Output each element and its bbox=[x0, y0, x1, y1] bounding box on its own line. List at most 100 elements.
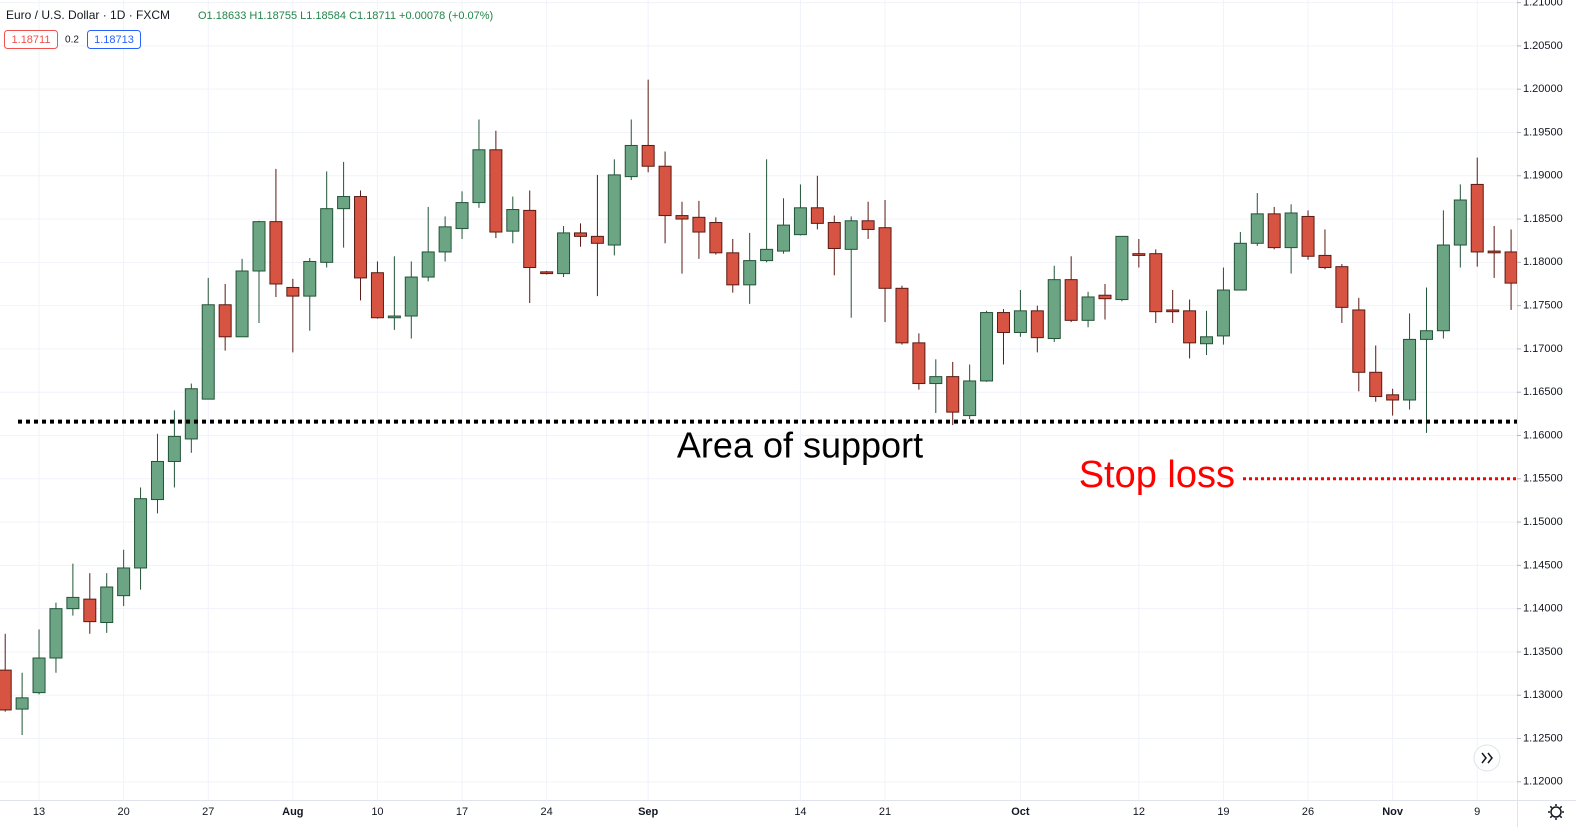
candle-body bbox=[793, 207, 807, 236]
candle-body bbox=[100, 586, 114, 624]
candle-body bbox=[438, 226, 452, 253]
x-tick-label: Sep bbox=[638, 806, 658, 818]
candle-body bbox=[540, 271, 554, 275]
candle-body bbox=[1013, 310, 1027, 333]
y-tick-label: 1.19000 bbox=[1523, 170, 1563, 182]
candle-body bbox=[303, 260, 317, 297]
candle-body bbox=[1149, 253, 1163, 313]
candle-body bbox=[760, 248, 774, 262]
candle-body bbox=[996, 312, 1010, 333]
x-tick-label: Oct bbox=[1011, 806, 1030, 818]
y-tick-label: 1.19500 bbox=[1523, 126, 1563, 138]
candle-body bbox=[1098, 294, 1112, 300]
y-tick-label: 1.13000 bbox=[1523, 689, 1563, 701]
y-tick-label: 1.12000 bbox=[1523, 776, 1563, 788]
candle-body bbox=[810, 207, 824, 224]
x-tick-label: 9 bbox=[1474, 806, 1480, 818]
candle-body bbox=[49, 608, 63, 659]
candle-body bbox=[743, 260, 757, 286]
annotation-label: Area of support bbox=[677, 425, 923, 466]
candle-body bbox=[472, 149, 486, 204]
y-tick-label: 1.12500 bbox=[1523, 732, 1563, 744]
candle-body bbox=[320, 208, 334, 263]
candle-body bbox=[895, 287, 909, 344]
candle-body bbox=[32, 657, 46, 694]
candle-body bbox=[1386, 394, 1400, 401]
x-tick-label: 19 bbox=[1217, 806, 1229, 818]
axes: 1.12000 1.12500 1.13000 1.13500 1.14000 1.145… bbox=[33, 0, 1563, 818]
candle-body bbox=[523, 209, 537, 269]
buy-price[interactable]: 1.18713 bbox=[94, 34, 134, 46]
candle-body bbox=[387, 315, 401, 319]
x-tick-label: 13 bbox=[33, 806, 45, 818]
y-tick-label: 1.18000 bbox=[1523, 256, 1563, 268]
buy-badge[interactable] bbox=[87, 30, 141, 49]
candle-body bbox=[844, 220, 858, 250]
ohlc-readout: O1.18633 H1.18755 L1.18584 C1.18711 +0.0… bbox=[198, 10, 493, 22]
candle-body bbox=[1064, 279, 1078, 321]
candle-body bbox=[1369, 371, 1383, 398]
candle-body bbox=[235, 270, 249, 338]
settings-button[interactable] bbox=[1548, 804, 1564, 820]
candle-body bbox=[1436, 244, 1450, 332]
candle-body bbox=[624, 144, 638, 178]
candle-body bbox=[1030, 310, 1044, 339]
candle-body bbox=[506, 209, 520, 232]
candle-body bbox=[1335, 266, 1349, 308]
candle-body bbox=[184, 388, 198, 440]
x-tick-label: 20 bbox=[118, 806, 130, 818]
y-tick-label: 1.16500 bbox=[1523, 386, 1563, 398]
x-tick-label: 10 bbox=[371, 806, 383, 818]
sell-price[interactable]: 1.18711 bbox=[12, 34, 51, 46]
y-tick-label: 1.16000 bbox=[1523, 429, 1563, 441]
candle-body bbox=[269, 221, 283, 285]
scroll-to-latest-button[interactable] bbox=[1473, 744, 1501, 772]
candle-body bbox=[878, 227, 892, 289]
candle-body bbox=[218, 304, 232, 338]
candle-body bbox=[692, 216, 706, 233]
candle-body bbox=[777, 224, 791, 252]
candle-body bbox=[557, 232, 571, 275]
candle-body bbox=[1115, 235, 1129, 301]
candle-body bbox=[658, 165, 672, 217]
candle-body bbox=[709, 222, 723, 254]
y-tick-label: 1.20000 bbox=[1523, 83, 1563, 95]
button-circle[interactable] bbox=[1473, 744, 1501, 772]
y-tick-label: 1.18500 bbox=[1523, 213, 1563, 225]
candle-body bbox=[641, 144, 655, 167]
candle-body bbox=[354, 196, 368, 279]
candle-body bbox=[134, 498, 148, 569]
candle-body bbox=[1301, 215, 1315, 257]
candle-body bbox=[1166, 309, 1180, 313]
button-icon[interactable] bbox=[1481, 752, 1493, 764]
gear-ring[interactable] bbox=[1550, 806, 1562, 818]
x-tick-label: 21 bbox=[879, 806, 891, 818]
candle-body bbox=[1267, 213, 1281, 249]
candle-body bbox=[980, 312, 994, 382]
candle-body bbox=[1081, 296, 1095, 321]
candle-body bbox=[861, 220, 875, 230]
candle-body bbox=[963, 380, 977, 417]
y-tick-label: 1.20500 bbox=[1523, 40, 1563, 52]
candle-body bbox=[337, 196, 351, 210]
candle-body bbox=[66, 596, 80, 610]
spread: 0.2 bbox=[65, 35, 79, 46]
x-tick-label: 26 bbox=[1302, 806, 1314, 818]
candle-body bbox=[1453, 199, 1467, 246]
candle-body bbox=[404, 276, 418, 317]
candle-body bbox=[83, 598, 97, 623]
candle-body bbox=[1419, 330, 1433, 340]
candle-body bbox=[1200, 336, 1214, 345]
candle-body bbox=[912, 342, 926, 385]
y-tick-label: 1.21000 bbox=[1523, 0, 1563, 9]
candle-body bbox=[489, 149, 503, 233]
sell-badge[interactable] bbox=[4, 30, 58, 49]
candle-body bbox=[607, 174, 621, 246]
candle-body bbox=[167, 435, 181, 462]
gear-teeth[interactable] bbox=[1548, 804, 1564, 820]
y-tick-label: 1.14000 bbox=[1523, 603, 1563, 615]
x-tick-label: 27 bbox=[202, 806, 214, 818]
candle-body bbox=[590, 235, 604, 244]
